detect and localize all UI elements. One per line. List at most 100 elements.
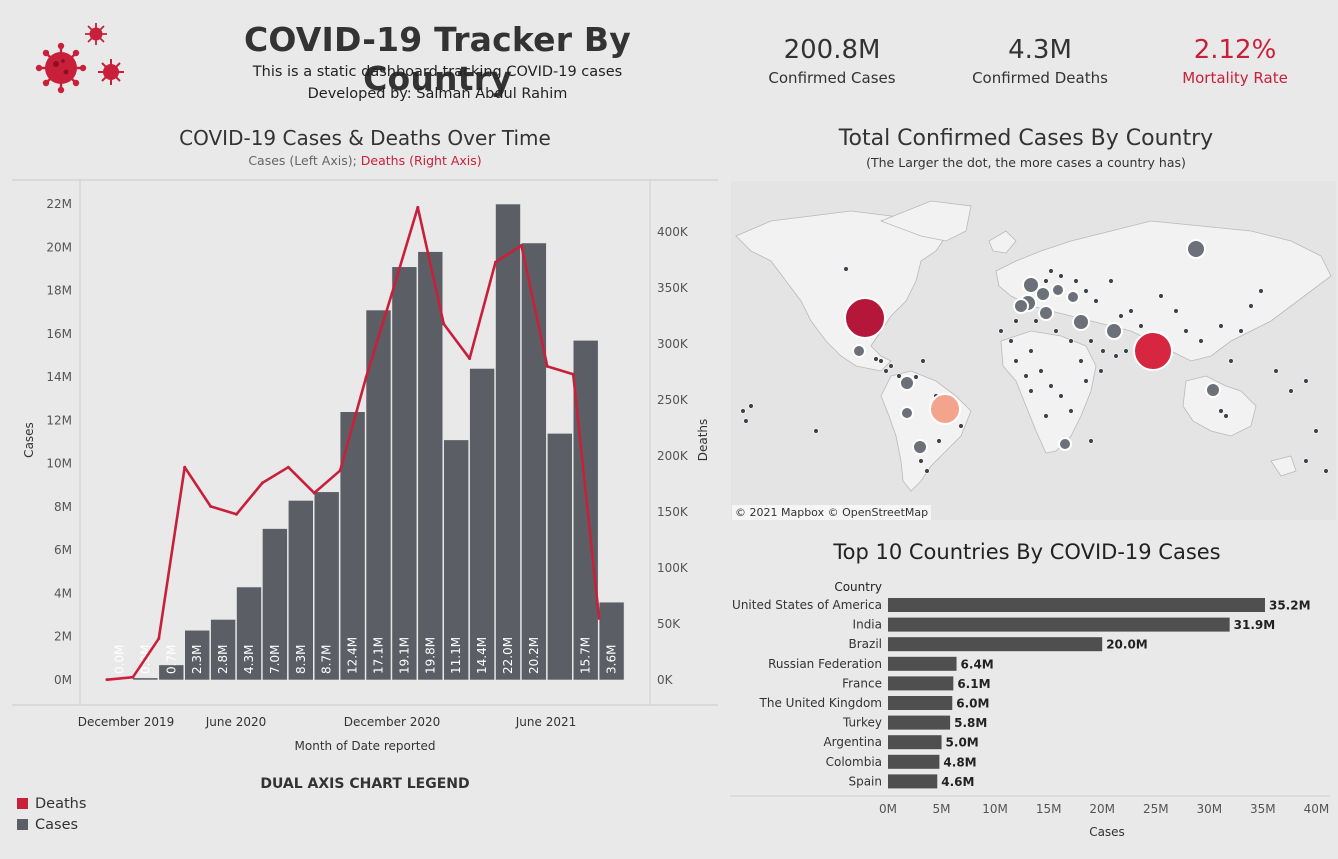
map-dot[interactable] [1138, 323, 1144, 329]
map-dot[interactable] [1073, 278, 1079, 284]
map-dot[interactable] [913, 374, 919, 380]
cases-bar[interactable] [287, 500, 314, 681]
bubble-ukraine[interactable] [1066, 290, 1080, 304]
map-dot[interactable] [1100, 348, 1106, 354]
top10-bar-chart[interactable]: Country United States of America 35.2M Indi… [730, 572, 1330, 847]
cases-bar[interactable] [521, 242, 547, 681]
map-dot[interactable] [936, 438, 942, 444]
map-dot[interactable] [1323, 468, 1329, 474]
map-dot[interactable] [1053, 328, 1059, 334]
map-dot[interactable] [998, 328, 1004, 334]
map-dot[interactable] [924, 468, 930, 474]
map-dot[interactable] [873, 356, 879, 362]
cases-bar[interactable] [598, 601, 625, 681]
deaths-point[interactable] [183, 465, 187, 469]
bubble-usa[interactable] [844, 297, 886, 339]
cases-bar[interactable] [391, 266, 418, 681]
cases-bar[interactable] [184, 629, 210, 681]
country-bar[interactable] [888, 598, 1265, 612]
map-dot[interactable] [1068, 338, 1074, 344]
cases-bar[interactable] [495, 203, 521, 681]
map-dot[interactable] [1198, 338, 1204, 344]
map-dot[interactable] [1023, 373, 1029, 379]
map-dot[interactable] [1238, 328, 1244, 334]
map-dot[interactable] [1258, 288, 1264, 294]
map-dot[interactable] [1048, 383, 1054, 389]
country-bar[interactable] [888, 754, 940, 769]
cases-bar[interactable] [262, 528, 288, 681]
bubble-germany[interactable] [1035, 286, 1051, 302]
map-dot[interactable] [1088, 338, 1094, 344]
map-dot[interactable] [1158, 293, 1164, 299]
deaths-point[interactable] [209, 504, 213, 508]
map-dot[interactable] [743, 418, 749, 424]
map-dot[interactable] [1013, 318, 1019, 324]
map-dot[interactable] [1123, 348, 1129, 354]
map-dot[interactable] [1228, 358, 1234, 364]
deaths-point[interactable] [131, 675, 135, 679]
deaths-point[interactable] [105, 678, 109, 682]
bubble-uk[interactable] [1022, 276, 1040, 294]
deaths-point[interactable] [312, 491, 316, 495]
bubble-india[interactable] [1133, 331, 1173, 371]
deaths-point[interactable] [442, 322, 446, 326]
map-dot[interactable] [883, 368, 889, 374]
map-dot[interactable] [1043, 278, 1049, 284]
map-dot[interactable] [1303, 378, 1309, 384]
legend-item-deaths[interactable]: Deaths [17, 796, 86, 812]
cases-deaths-chart[interactable]: 0M 2M 4M 6M 8M 10M 12M 14M 16M 18M 20M 22M 0K 50K 100K… [0, 172, 730, 762]
bubble-russia[interactable] [1186, 239, 1206, 259]
bubble-turkey[interactable] [1072, 313, 1090, 331]
map-dot[interactable] [748, 403, 754, 409]
map-dot[interactable] [1303, 458, 1309, 464]
map-dot[interactable] [958, 423, 964, 429]
cases-bar[interactable] [313, 491, 340, 681]
map-dot[interactable] [1128, 308, 1134, 314]
deaths-point[interactable] [545, 364, 549, 368]
cases-bar[interactable] [210, 619, 236, 681]
country-bar[interactable] [888, 696, 953, 710]
deaths-point[interactable] [468, 357, 472, 361]
map-dot[interactable] [1028, 388, 1034, 394]
cases-bar[interactable] [132, 677, 159, 681]
map-dot[interactable] [843, 266, 849, 272]
world-map[interactable] [731, 181, 1336, 520]
map-dot[interactable] [1093, 298, 1099, 304]
legend-item-cases[interactable]: Cases [17, 817, 78, 833]
map-dot[interactable] [1058, 393, 1064, 399]
map-dot[interactable] [813, 428, 819, 434]
bubble-indonesia[interactable] [1205, 382, 1221, 398]
map-dot[interactable] [1068, 408, 1074, 414]
cases-bar[interactable] [158, 664, 185, 681]
map-dot[interactable] [888, 363, 894, 369]
bubble-spain[interactable] [1013, 298, 1029, 314]
map-dot[interactable] [878, 358, 884, 364]
map-dot[interactable] [1118, 313, 1124, 319]
deaths-point[interactable] [235, 512, 238, 516]
map-dot[interactable] [1038, 368, 1044, 374]
deaths-point[interactable] [571, 372, 575, 376]
map-dot[interactable] [1218, 323, 1224, 329]
map-dot[interactable] [1173, 308, 1179, 314]
deaths-point[interactable] [260, 481, 264, 485]
bubble-colombia[interactable] [899, 375, 915, 391]
deaths-point[interactable] [519, 243, 523, 247]
bubble-peru[interactable] [900, 406, 914, 420]
deaths-point[interactable] [338, 469, 342, 473]
map-dot[interactable] [1248, 303, 1254, 309]
map-dot[interactable] [1083, 378, 1089, 384]
map-dot[interactable] [1273, 368, 1279, 374]
map-dot[interactable] [1113, 353, 1119, 359]
map-dot[interactable] [1223, 413, 1229, 419]
cases-bar[interactable] [236, 586, 262, 681]
bubble-iran[interactable] [1105, 322, 1123, 340]
bubble-poland[interactable] [1051, 283, 1065, 297]
map-dot[interactable] [1048, 268, 1054, 274]
bubble-mexico[interactable] [852, 344, 866, 358]
country-bar[interactable] [888, 735, 942, 750]
deaths-point[interactable] [416, 205, 420, 209]
map-dot[interactable] [1028, 348, 1034, 354]
deaths-point[interactable] [364, 376, 368, 380]
map-dot[interactable] [1033, 318, 1039, 324]
country-bar[interactable] [888, 637, 1103, 652]
